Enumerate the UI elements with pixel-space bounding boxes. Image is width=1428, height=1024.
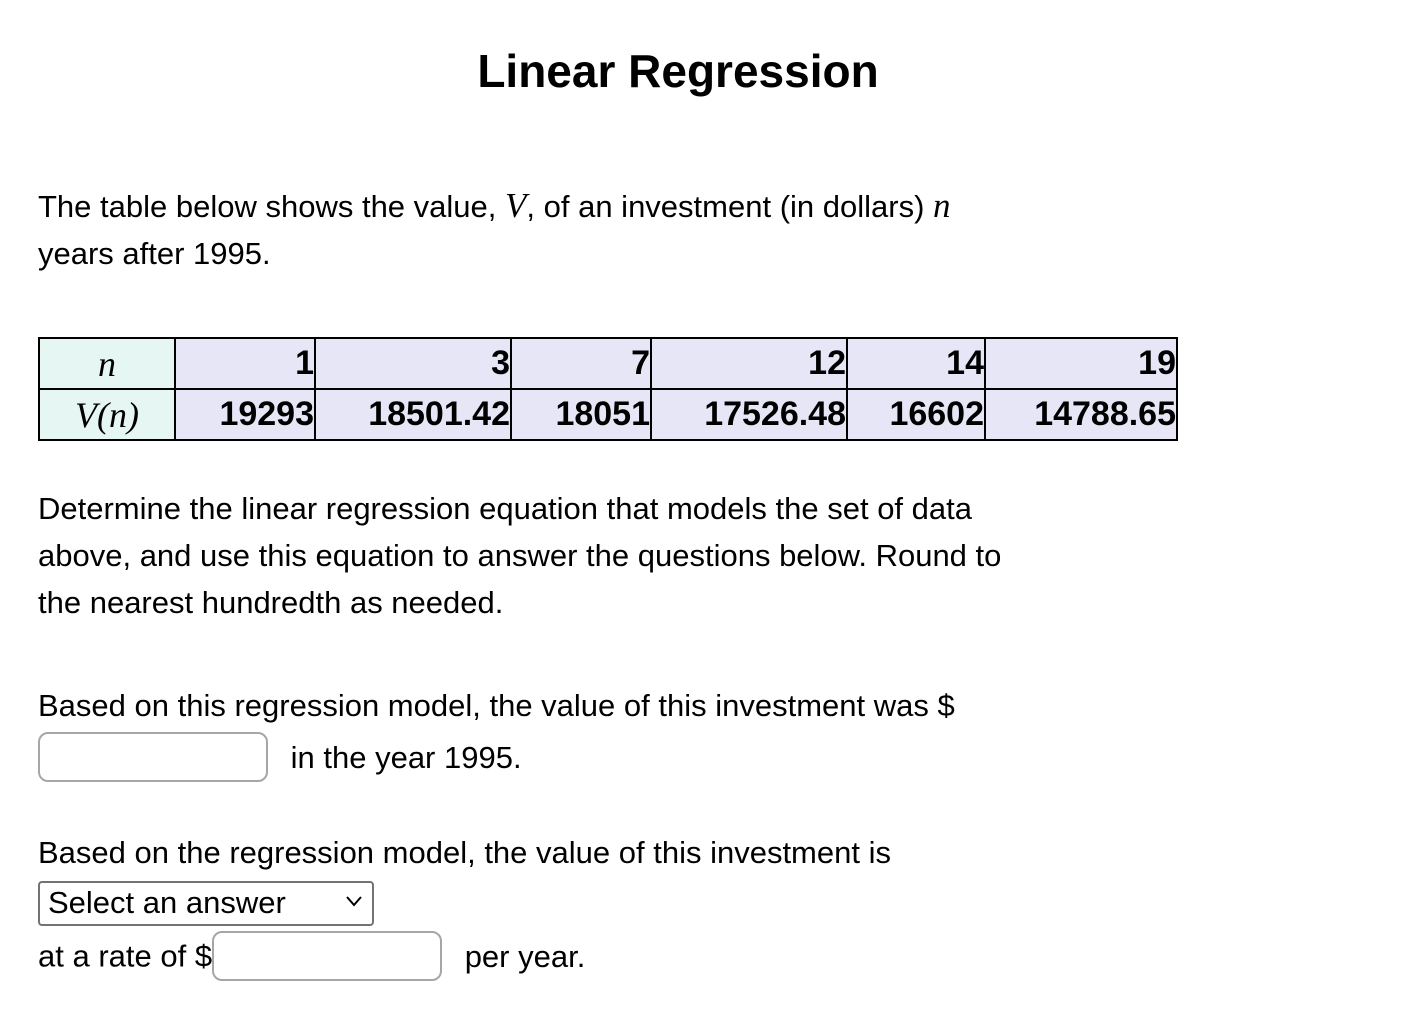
table-cell-n-4: 14 (846, 337, 986, 390)
instructions-line-3: the nearest hundredth as needed. (38, 585, 504, 620)
increase-decrease-select[interactable]: Select an answer (38, 881, 374, 926)
table-cell-v-1: 18501.42 (314, 388, 512, 441)
table-cell-n-2: 7 (510, 337, 652, 390)
row-label-vn: V(n) (38, 388, 176, 441)
table-row-n: n 1 3 7 12 14 19 (38, 337, 1178, 390)
investment-table: n 1 3 7 12 14 19 V(n) 19293 18501.42 180… (38, 337, 1178, 441)
instructions-line-1: Determine the linear regression equation… (38, 491, 972, 526)
table-cell-n-1: 3 (314, 337, 512, 390)
page-title: Linear Regression (477, 45, 879, 97)
instructions-paragraph: Determine the linear regression equation… (38, 485, 1318, 626)
rate-line: at a rate of $ per year. (38, 928, 1318, 984)
table-cell-v-2: 18051 (510, 388, 652, 441)
question-2-rate-prefix: at a rate of $ (38, 938, 213, 974)
intro-text-2: , of an investment (in dollars) (526, 189, 934, 224)
instructions-line-2: above, and use this equation to answer t… (38, 538, 1002, 573)
intro-text-1: The table below shows the value, (38, 189, 505, 224)
rate-input[interactable] (212, 931, 443, 981)
question-2: Based on the regression model, the value… (38, 829, 1318, 984)
intro-text-line2: years after 1995. (38, 236, 271, 271)
math-symbol-n: n (933, 186, 951, 225)
table-cell-n-5: 19 (984, 337, 1178, 390)
table-cell-v-0: 19293 (174, 388, 316, 441)
table-row-v: V(n) 19293 18501.42 18051 17526.48 16602… (38, 388, 1178, 441)
question-1-text: Based on this regression model, the valu… (38, 688, 955, 723)
table-cell-n-3: 12 (650, 337, 848, 390)
question-1: Based on this regression model, the valu… (38, 682, 1318, 785)
question-2-text: Based on the regression model, the value… (38, 835, 891, 870)
content-wrapper: Linear Regression The table below shows … (38, 44, 1318, 984)
table-cell-n-0: 1 (174, 337, 316, 390)
table-cell-v-3: 17526.48 (650, 388, 848, 441)
math-symbol-v: V (505, 186, 527, 225)
investment-1995-input[interactable] (38, 732, 268, 782)
row-label-n: n (38, 337, 176, 390)
question-1-suffix: in the year 1995. (290, 739, 522, 775)
intro-paragraph: The table below shows the value, V, of a… (38, 182, 1318, 277)
question-2-rate-suffix: per year. (464, 938, 586, 974)
answer-select-wrap: Select an answer (38, 879, 374, 926)
table-cell-v-5: 14788.65 (984, 388, 1178, 441)
table-cell-v-4: 16602 (846, 388, 986, 441)
